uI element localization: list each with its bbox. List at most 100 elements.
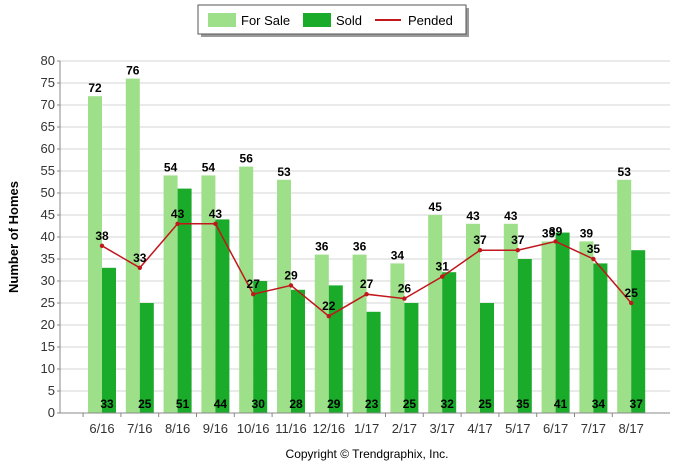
for-sale-value-label: 43	[504, 209, 518, 223]
bar-for-sale	[201, 175, 216, 413]
axes: 0 5 10 15 20 25 30 35 40 45 50 55 60 65 70 75 80 6/16 7/16…	[41, 53, 670, 436]
pended-value-label: 27	[360, 277, 374, 291]
pended-point	[326, 314, 331, 319]
pended-point	[553, 239, 558, 244]
for-sale-value-label: 76	[126, 64, 140, 78]
pended-point	[213, 221, 218, 226]
for-sale-value-label: 72	[88, 81, 102, 95]
bar-sold	[404, 303, 419, 413]
legend-label: Sold	[336, 13, 362, 28]
bar-for-sale	[541, 241, 556, 413]
for-sale-value-label: 36	[315, 240, 329, 254]
for-sale-value-label: 54	[202, 160, 216, 174]
bar-for-sale	[163, 175, 178, 413]
sold-value-label: 32	[441, 397, 455, 411]
sold-value-label: 28	[289, 397, 303, 411]
x-tick-label: 8/16	[165, 421, 190, 436]
value-labels: 72 33 76 25 54 51 54 44 56 30 53 28 36 29 36 23 34 25 45 32…	[88, 64, 643, 411]
bar-sold	[480, 303, 494, 413]
sold-value-label: 29	[327, 397, 341, 411]
y-tick-label: 65	[41, 119, 55, 134]
y-tick-label: 80	[41, 53, 55, 68]
bar-for-sale	[390, 263, 405, 413]
legend-items: For Sale Sold Pended	[208, 13, 453, 28]
sold-value-label: 30	[252, 397, 266, 411]
y-tick-label: 15	[41, 339, 55, 354]
pended-point	[402, 296, 407, 301]
sold-value-label: 25	[138, 397, 152, 411]
for-sale-value-label: 39	[580, 226, 594, 240]
bar-sold	[139, 303, 154, 413]
y-tick-label: 30	[41, 273, 55, 288]
bar-for-sale	[579, 241, 594, 413]
bar-sold	[291, 289, 305, 413]
x-tick-label: 1/17	[354, 421, 379, 436]
sold-value-label: 35	[516, 397, 530, 411]
y-tick-label: 35	[41, 251, 55, 266]
sold-value-label: 25	[403, 397, 417, 411]
pended-value-label: 22	[322, 299, 336, 313]
bar-for-sale	[352, 254, 367, 413]
bars	[88, 78, 646, 413]
bar-for-sale	[239, 166, 254, 413]
pended-point	[591, 256, 596, 262]
y-axis-label: Number of Homes	[6, 181, 21, 293]
copyright-footer: Copyright © Trendgraphix, Inc.	[286, 447, 449, 461]
x-tick-label: 7/17	[581, 421, 606, 436]
x-tick-label: 6/16	[89, 421, 114, 436]
x-tick-label: 12/16	[313, 421, 346, 436]
y-tick-label: 75	[41, 75, 55, 90]
pended-point	[137, 265, 142, 270]
sold-value-label: 34	[592, 397, 606, 411]
pended-point	[364, 292, 369, 297]
pended-value-label: 39	[549, 224, 563, 238]
x-tick-label: 6/17	[543, 421, 568, 436]
for-sale-value-label: 53	[618, 165, 632, 179]
pended-point	[99, 243, 105, 248]
pended-value-label: 38	[95, 229, 109, 243]
x-tick-label: 8/17	[619, 421, 644, 436]
pended-value-label: 43	[209, 207, 223, 221]
for-sale-value-label: 56	[240, 152, 254, 166]
pended-point	[629, 300, 634, 306]
legend-label: Pended	[408, 13, 453, 28]
pended-value-label: 43	[171, 207, 185, 221]
pended-point	[288, 283, 294, 288]
pended-value-label: 29	[284, 268, 298, 282]
y-tick-label: 55	[41, 163, 55, 178]
bar-sold	[102, 267, 116, 413]
for-sale-value-label: 39	[542, 226, 556, 240]
pended-value-label: 31	[436, 260, 450, 274]
legend: For Sale Sold Pended	[197, 4, 469, 37]
x-tick-label: 3/17	[430, 421, 455, 436]
bar-for-sale	[503, 223, 518, 413]
bar-sold	[555, 232, 570, 413]
y-tick-label: 25	[41, 295, 55, 310]
pended-value-label: 26	[398, 282, 412, 296]
x-tick-label: 11/16	[275, 421, 307, 436]
bar-sold	[177, 188, 192, 413]
y-tick-label: 40	[41, 229, 55, 244]
pended-value-label: 37	[473, 233, 487, 247]
bar-sold	[517, 259, 532, 413]
pended-value-label: 37	[511, 233, 525, 247]
legend-label: For Sale	[241, 13, 290, 28]
bar-sold	[366, 311, 381, 413]
pended-value-label: 33	[133, 251, 147, 265]
bar-for-sale	[277, 179, 291, 413]
sold-value-label: 25	[478, 397, 492, 411]
legend-swatch	[303, 13, 331, 27]
legend-swatch	[208, 13, 236, 27]
pended-line	[99, 221, 634, 319]
pended-point	[175, 221, 180, 226]
for-sale-value-label: 54	[164, 160, 178, 174]
pended-point	[251, 292, 256, 297]
sold-value-label: 37	[630, 397, 644, 411]
y-tick-label: 5	[48, 383, 55, 398]
y-tick-label: 50	[41, 185, 55, 200]
sold-value-label: 41	[554, 397, 568, 411]
bar-for-sale	[466, 223, 480, 413]
bar-sold	[442, 272, 457, 413]
